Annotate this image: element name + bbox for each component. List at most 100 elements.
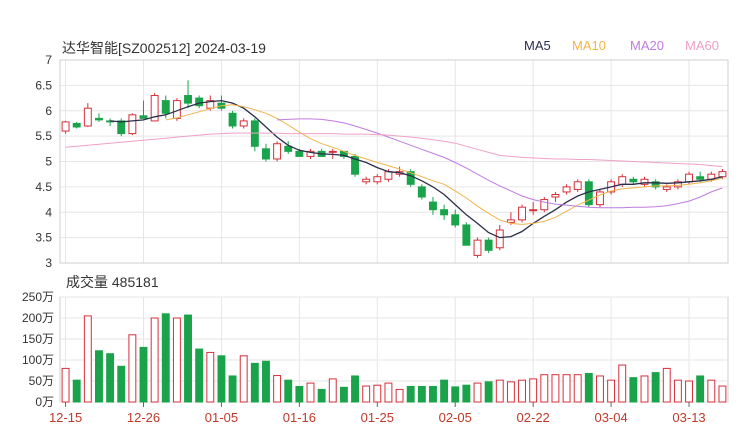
price-tick-label: 6.5 xyxy=(35,78,52,92)
volume-tick-label: 0万 xyxy=(35,395,54,409)
x-tick-label: 02-22 xyxy=(517,410,550,425)
volume-bar-down xyxy=(339,386,348,403)
candle-up xyxy=(306,150,315,157)
ma-line-ma10 xyxy=(165,104,723,225)
volume-bar-down xyxy=(195,348,204,403)
candle-up xyxy=(518,206,526,221)
volume-bar-down xyxy=(451,386,460,403)
volume-bar-down xyxy=(317,388,326,403)
volume-bar-up xyxy=(551,374,560,403)
volume-bar-up xyxy=(640,375,649,403)
volume-bar-down xyxy=(161,313,170,403)
volume-bar-up xyxy=(685,380,693,403)
volume-bar-up xyxy=(239,355,248,403)
volume-bar-up xyxy=(83,315,92,403)
volume-bar-down xyxy=(250,362,259,403)
candle-down xyxy=(228,112,237,127)
volume-tick-label: 100万 xyxy=(22,353,54,367)
volume-bar-up xyxy=(328,378,337,403)
volume-bar-up xyxy=(362,385,371,403)
candle-down xyxy=(451,214,460,226)
volume-tick-label: 200万 xyxy=(22,311,54,325)
legend-ma60: MA60 xyxy=(685,38,719,53)
volume-bar-down xyxy=(351,375,359,403)
volume-bar-down xyxy=(584,372,593,403)
candle-down xyxy=(429,201,437,211)
legend-ma20: MA20 xyxy=(630,38,664,53)
volume-bar-up xyxy=(618,364,627,403)
candle-up xyxy=(618,176,627,185)
volume-bar-up xyxy=(61,367,70,403)
candle-down xyxy=(417,186,426,198)
x-tick-label: 01-25 xyxy=(361,410,394,425)
volume-bar-up xyxy=(596,375,604,403)
volume-bar-down xyxy=(406,385,415,403)
volume-bar-up xyxy=(607,379,616,403)
ma-line-ma60 xyxy=(65,132,723,168)
price-tick-label: 5 xyxy=(45,155,52,169)
volume-bar-up xyxy=(662,367,671,403)
volume-panel-frame xyxy=(59,296,729,403)
candle-down xyxy=(696,176,705,180)
candle-up xyxy=(685,173,693,183)
volume-bar-up xyxy=(128,334,137,403)
volume-bar-down xyxy=(72,379,81,403)
candle-up xyxy=(640,178,649,185)
candle-down xyxy=(284,145,293,152)
volume-bar-up xyxy=(273,375,282,403)
price-tick-label: 4.5 xyxy=(35,180,52,194)
volume-bar-down xyxy=(284,379,293,403)
candle-down xyxy=(72,122,81,128)
candle-down xyxy=(95,117,103,121)
candle-down xyxy=(629,178,638,183)
volume-bar-down xyxy=(228,375,237,403)
x-tick-label: 01-05 xyxy=(205,410,238,425)
volume-bar-down xyxy=(696,375,705,403)
x-tick-label: 03-04 xyxy=(594,410,627,425)
volume-bar-down xyxy=(217,355,226,403)
volume-bar-up xyxy=(172,317,181,403)
candle-down xyxy=(117,120,126,135)
candle-down xyxy=(651,181,660,188)
volume-bar-up xyxy=(384,382,393,403)
chart-title: 达华智能[SZ002512] 2024-03-19 xyxy=(62,40,266,56)
candle-up xyxy=(362,178,371,183)
price-panel-frame xyxy=(59,59,729,264)
price-tick-label: 3 xyxy=(45,256,52,270)
candle-up xyxy=(61,121,70,132)
candle-up xyxy=(596,191,604,206)
volume-bar-down xyxy=(484,381,493,403)
candle-up xyxy=(473,239,482,256)
volume-bar-up xyxy=(518,379,526,403)
volume-bar-up xyxy=(395,388,404,403)
volume-bar-down xyxy=(629,377,638,403)
candle-up xyxy=(562,186,571,193)
candle-up xyxy=(128,114,137,135)
volume-bar-down xyxy=(295,385,304,403)
candle-up xyxy=(529,209,538,212)
price-tick-label: 3.5 xyxy=(35,231,52,245)
volume-bar-up xyxy=(473,382,482,403)
volume-bar-down xyxy=(417,385,426,403)
volume-bar-down xyxy=(462,384,471,403)
candle-down xyxy=(184,95,192,104)
candle-up xyxy=(540,199,549,211)
volume-tick-label: 50万 xyxy=(29,374,54,388)
volume-bar-up xyxy=(495,379,504,403)
candle-up xyxy=(328,150,337,153)
x-tick-label: 12-15 xyxy=(49,410,82,425)
candle-down xyxy=(462,224,471,246)
volume-bar-down xyxy=(429,385,437,403)
volume-bar-up xyxy=(540,374,549,403)
candle-up xyxy=(495,229,504,249)
candle-down xyxy=(295,150,304,157)
candle-down xyxy=(484,239,493,251)
candle-up xyxy=(150,95,159,122)
ma-line-ma5 xyxy=(110,99,723,239)
volume-bar-down xyxy=(184,314,192,403)
candle-down xyxy=(351,155,359,175)
price-tick-label: 6 xyxy=(45,104,52,118)
volume-bar-down xyxy=(106,353,115,403)
volume-tick-label: 250万 xyxy=(22,290,54,304)
candle-down xyxy=(440,209,449,216)
